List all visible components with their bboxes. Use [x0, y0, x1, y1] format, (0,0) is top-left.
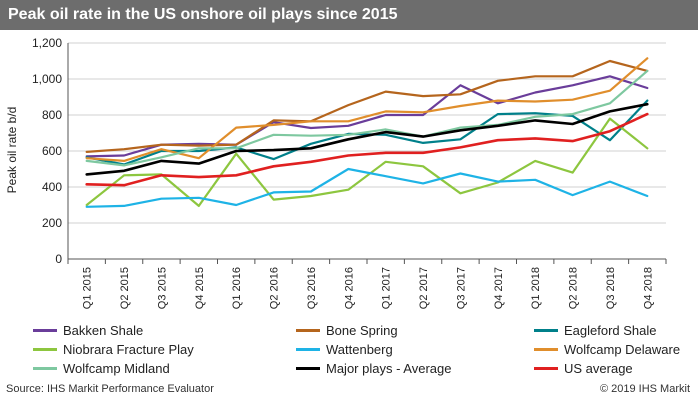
legend-swatch [33, 329, 57, 332]
series-line-niobrara-fracture-play [85, 117, 649, 207]
chart-legend: Bakken Shale Bone Spring Eagleford Shale Ni… [0, 322, 698, 382]
legend-label: Bone Spring [326, 323, 398, 338]
x-tick-label: Q1 2018 [530, 267, 542, 309]
legend-label: Niobrara Fracture Play [63, 342, 194, 357]
legend-label: Wolfcamp Midland [63, 361, 170, 376]
series-lines [85, 57, 649, 208]
legend-swatch [296, 329, 320, 332]
y-tick-label: 800 [42, 108, 62, 122]
y-tick-label: 1,000 [32, 72, 62, 86]
copyright-note: © 2019 IHS Markit [599, 383, 690, 395]
legend-swatch [534, 367, 558, 370]
y-tick-label: 1,200 [32, 36, 62, 50]
series-line-bone-spring [85, 59, 649, 153]
legend-swatch [33, 348, 57, 351]
x-tick-label: Q4 2016 [343, 267, 355, 309]
x-tick-label: Q2 2017 [418, 267, 430, 309]
legend-swatch [534, 348, 558, 351]
y-tick-label: 0 [55, 252, 62, 266]
line-chart: 0 200 400 600 800 1,000 1,200 Q1 2015 Q2 2015 Q3… [5, 36, 667, 309]
y-tick-label: 600 [42, 144, 62, 158]
y-tick-label: 200 [42, 216, 62, 230]
legend-label: Eagleford Shale [564, 323, 657, 338]
legend-label: Wolfcamp Delaware [564, 342, 681, 357]
x-tick-label: Q4 2018 [642, 267, 654, 309]
x-tick-label: Q1 2015 [82, 267, 94, 309]
x-tick-label: Q1 2017 [381, 267, 393, 309]
x-tick-label: Q3 2017 [455, 267, 467, 309]
x-tick-label: Q4 2015 [194, 267, 206, 309]
x-axis: Q1 2015 Q2 2015 Q3 2015 Q4 2015 Q1 2016 Q2 20… [67, 258, 667, 309]
series-line-wolfcamp-midland [85, 69, 649, 167]
x-tick-label: Q3 2015 [156, 267, 168, 309]
legend-label: Bakken Shale [63, 323, 144, 338]
x-tick-label: Q2 2018 [568, 267, 580, 309]
legend-label: Major plays - Average [326, 361, 452, 376]
x-tick-label: Q2 2015 [119, 267, 131, 309]
y-tick-label: 400 [42, 180, 62, 194]
legend-swatch [534, 329, 558, 332]
x-tick-label: Q3 2016 [306, 267, 318, 309]
legend-label: US average [564, 361, 633, 376]
legend-label: Wattenberg [326, 342, 393, 357]
legend-swatch [296, 348, 320, 351]
x-tick-label: Q3 2018 [605, 267, 617, 309]
legend-swatch [33, 367, 57, 370]
series-line-wattenberg [85, 167, 649, 208]
y-axis-label: Peak oil rate b/d [5, 107, 19, 194]
x-tick-label: Q1 2016 [231, 267, 243, 309]
x-tick-label: Q2 2016 [269, 267, 281, 309]
x-tick-label: Q4 2017 [493, 267, 505, 309]
series-line-us-average [85, 112, 649, 187]
legend-swatch [296, 367, 320, 370]
y-axis: 0 200 400 600 800 1,000 1,200 [32, 36, 69, 266]
source-note: Source: IHS Markit Performance Evaluator [6, 383, 214, 395]
chart-title: Peak oil rate in the US onshore oil play… [0, 0, 698, 30]
series-line-major-plays-average [85, 102, 649, 176]
